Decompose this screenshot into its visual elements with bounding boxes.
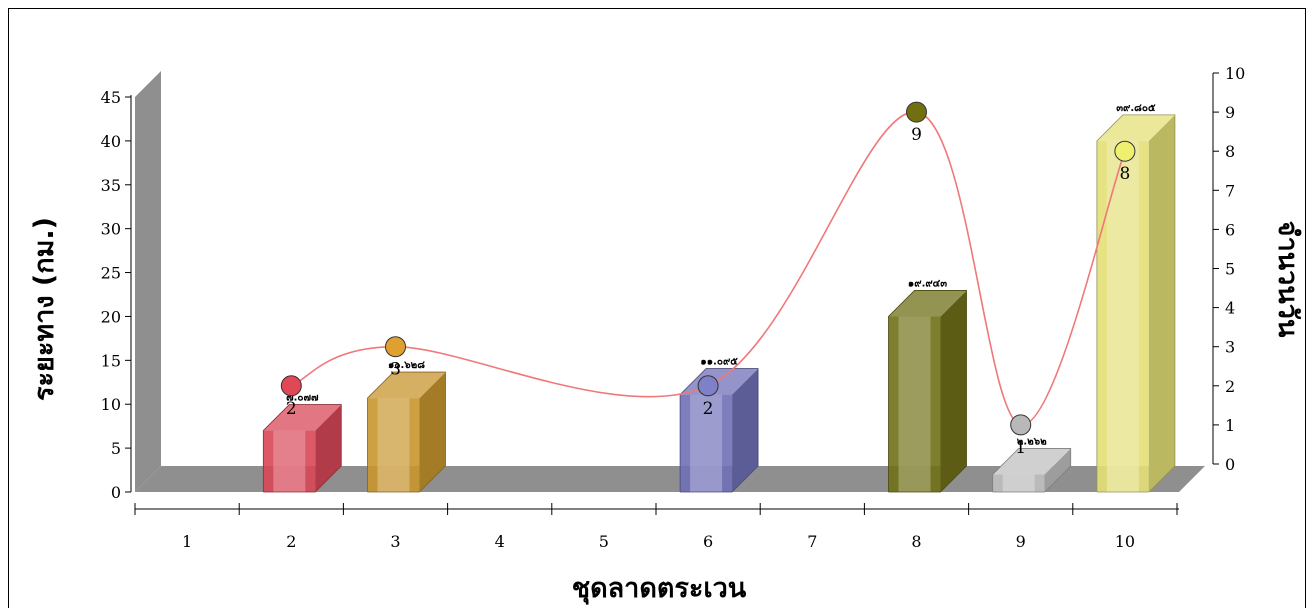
line-series-path xyxy=(290,111,1126,426)
line-data-label: 3 xyxy=(390,360,401,380)
bar-front-inner xyxy=(1106,140,1139,492)
y2-tick-label: 5 xyxy=(1225,260,1235,279)
x-tick-label: 4 xyxy=(495,532,505,551)
line-point xyxy=(1010,414,1032,436)
x-tick-label: 10 xyxy=(1115,532,1135,551)
bar-front-inner xyxy=(1002,474,1035,492)
y2-tick-label: 9 xyxy=(1225,103,1235,122)
bar-front-inner xyxy=(377,398,410,492)
line-data-label: 8 xyxy=(1119,164,1130,184)
y-tick-label: 0 xyxy=(111,483,121,502)
chart-frame: 0 5 10 15 20 25 30 35 40 45 0 1 2 3 4 5 6 7 8 9 10 1 2 3 4 5 6 7 8 9 1… xyxy=(8,8,1306,608)
x-tick-label: 1 xyxy=(182,532,192,551)
bar-side xyxy=(1044,448,1071,492)
x-axis-title: ชุดลาดตระเวน xyxy=(572,573,747,605)
line-point xyxy=(697,375,719,397)
bar-outline xyxy=(262,404,342,493)
x-tick-label: 8 xyxy=(911,532,921,551)
bar-data-label: ๑๙.๙๔๓ xyxy=(908,278,947,289)
x-tick-label: 5 xyxy=(599,532,609,551)
y-tick-label: 30 xyxy=(101,220,121,239)
bar-top xyxy=(263,404,342,431)
line-data-label: 2 xyxy=(286,399,297,419)
bar-data-label: ๒.๒๖๒ xyxy=(1017,436,1047,447)
line-data-label: 9 xyxy=(911,125,922,145)
bar xyxy=(679,368,759,493)
x-tick-label: 2 xyxy=(286,532,296,551)
bar-side xyxy=(940,290,967,492)
line-data-label: 2 xyxy=(703,399,714,419)
line-point xyxy=(1114,140,1136,162)
x-tick-label: 6 xyxy=(703,532,713,551)
y2-tick-label: 7 xyxy=(1225,181,1235,200)
y-tick-label: 20 xyxy=(101,307,121,326)
y2-tick-label: 4 xyxy=(1225,299,1235,318)
bar-front-inner xyxy=(273,430,306,492)
x-tick-label: 9 xyxy=(1016,532,1026,551)
y-tick-label: 40 xyxy=(101,132,121,151)
bar-data-label: ๑๑.๐๙๕ xyxy=(700,357,738,368)
bar-data-label: ๑๐.๖๒๘ xyxy=(388,360,425,371)
line-point xyxy=(385,336,406,358)
bar-outline xyxy=(992,448,1072,493)
y-tick-label: 15 xyxy=(101,351,121,370)
bar xyxy=(888,290,967,493)
bar-outline xyxy=(1096,114,1176,493)
y2-tick-label: 3 xyxy=(1225,338,1235,357)
y2-tick-label: 6 xyxy=(1225,220,1235,239)
y2-tick-label: 10 xyxy=(1225,64,1245,83)
y2-axis-title: จำนวนวัน xyxy=(1272,221,1303,338)
y-tick-label: 10 xyxy=(101,395,121,414)
bar-data-label: ๓๙.๘๐๕ xyxy=(1116,103,1156,114)
bar-outline xyxy=(367,371,446,493)
y2-tick-label: 1 xyxy=(1225,416,1235,435)
back-wall xyxy=(135,71,161,492)
line-data-label: 1 xyxy=(1015,438,1026,458)
y2-tick-label: 2 xyxy=(1225,377,1235,396)
bar-side xyxy=(419,372,446,492)
bar-front-inner xyxy=(690,394,723,492)
bar xyxy=(367,371,446,493)
y-tick-label: 45 xyxy=(101,88,121,107)
x-tick-label: 7 xyxy=(807,532,817,551)
line-point xyxy=(906,101,927,123)
bar-side xyxy=(732,368,759,492)
bar-front-inner xyxy=(898,316,931,492)
bar-side xyxy=(1148,114,1175,492)
y2-tick-label: 0 xyxy=(1225,455,1235,474)
bar xyxy=(992,448,1072,493)
y-tick-label: 5 xyxy=(111,439,121,458)
y-axis-title: ระยะทาง (กม.) xyxy=(29,217,60,401)
y-tick-label: 35 xyxy=(101,176,121,195)
bar-side xyxy=(315,404,342,492)
x-tick-label: 3 xyxy=(390,532,400,551)
bar xyxy=(262,404,342,493)
line-point xyxy=(280,375,302,397)
bar xyxy=(1096,114,1176,493)
bar-outline xyxy=(888,290,967,493)
bar-data-label: ๗.๐๗๗ xyxy=(286,393,319,404)
y2-tick-label: 8 xyxy=(1225,142,1235,161)
y-tick-label: 25 xyxy=(101,264,121,283)
